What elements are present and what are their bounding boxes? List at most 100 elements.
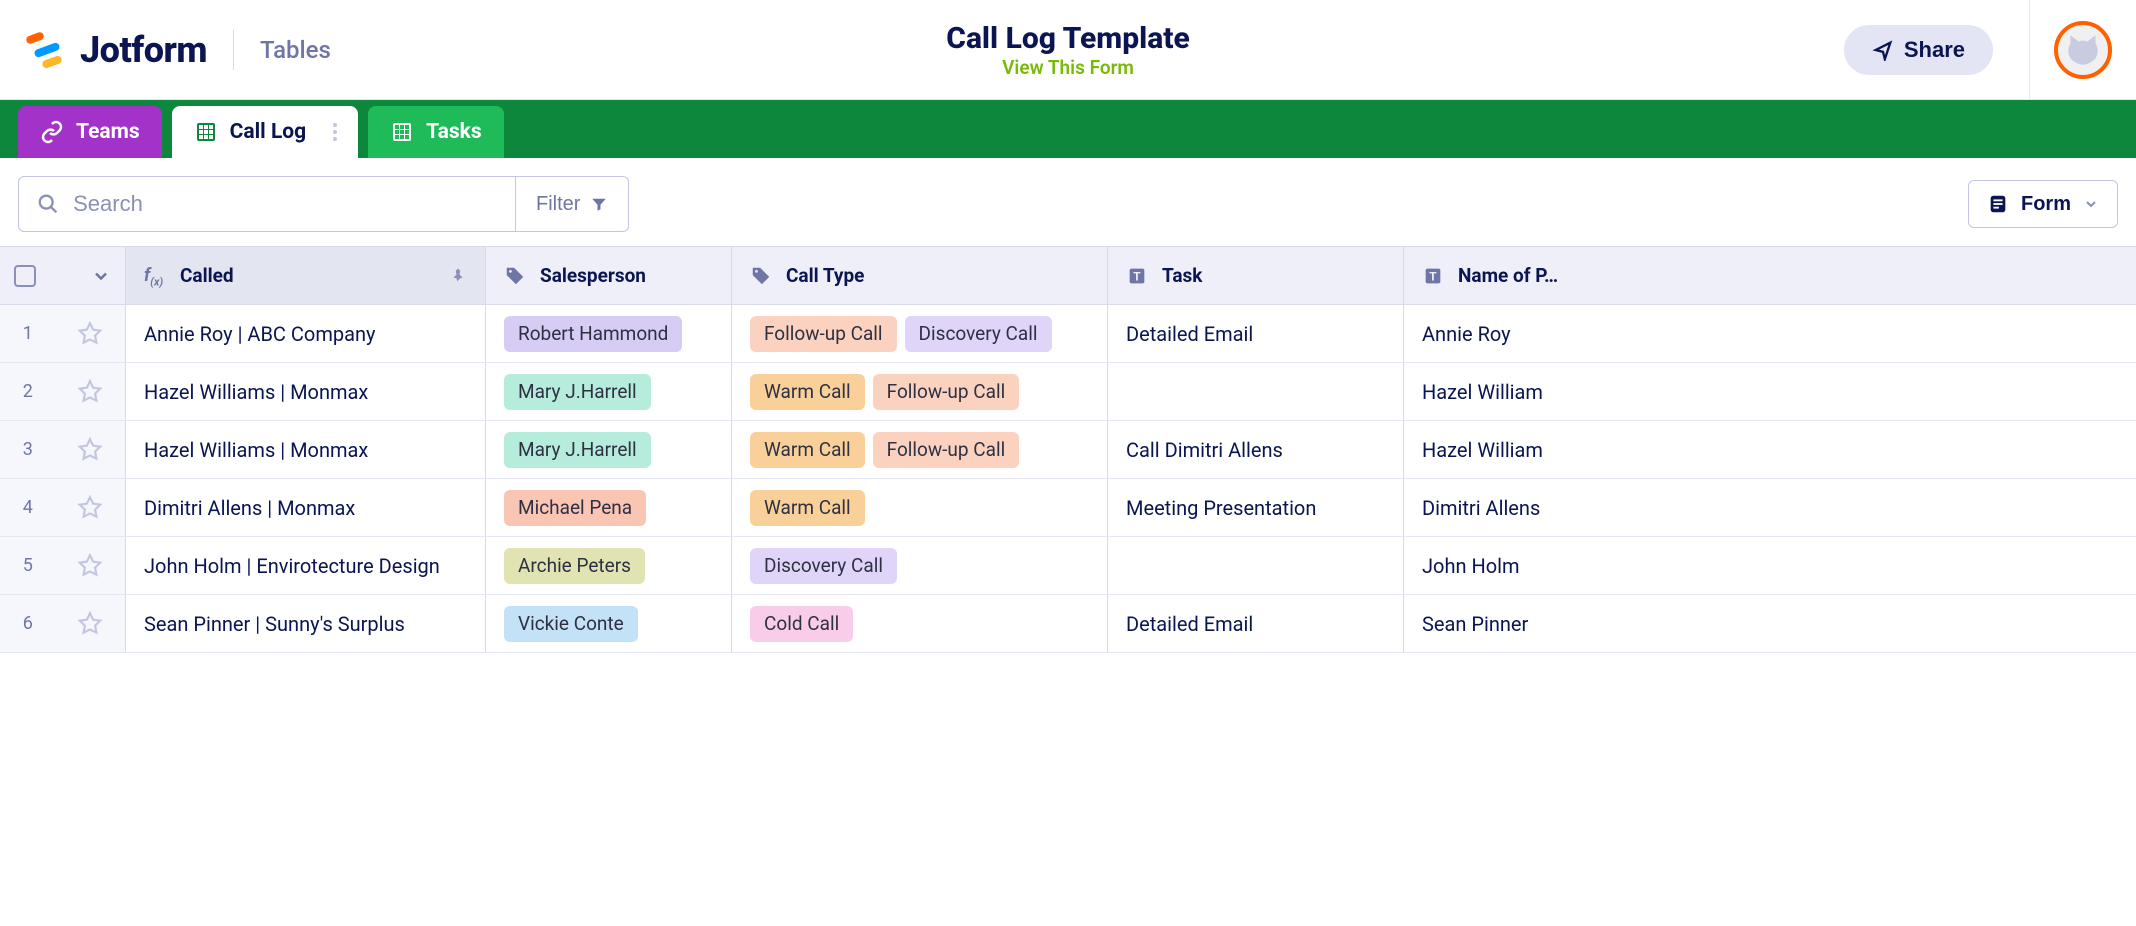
table-row[interactable]: 5 John Holm | Envirotecture DesignArchie … [0, 537, 2136, 595]
table-row[interactable]: 4 Dimitri Allens | MonmaxMichael PenaWarm… [0, 479, 2136, 537]
col-label: Task [1162, 264, 1202, 287]
search-icon [37, 192, 59, 216]
cell-calltype[interactable]: Warm CallFollow-up Call [732, 363, 1108, 420]
cell-called[interactable]: Hazel Williams | Monmax [126, 421, 486, 478]
cell-name[interactable]: John Holm [1404, 537, 1604, 594]
cell-called[interactable]: Sean Pinner | Sunny's Surplus [126, 595, 486, 652]
col-label: Name of P… [1458, 264, 1558, 287]
tabs-bar: Teams Call Log Tasks [0, 100, 2136, 158]
star-button[interactable] [56, 495, 125, 521]
cell-name[interactable]: Dimitri Allens [1404, 479, 1604, 536]
row-gutter: 5 [0, 537, 126, 594]
filter-button[interactable]: Filter [516, 176, 629, 232]
row-gutter: 4 [0, 479, 126, 536]
cell-name[interactable]: Sean Pinner [1404, 595, 1604, 652]
cell-name[interactable]: Hazel William [1404, 363, 1604, 420]
form-icon [1987, 193, 2009, 215]
row-number: 5 [0, 555, 56, 576]
header-vert-divider [2029, 0, 2030, 100]
text-icon: T [1422, 265, 1444, 287]
cell-calltype[interactable]: Warm CallFollow-up Call [732, 421, 1108, 478]
cell-task[interactable]: Detailed Email [1108, 305, 1404, 362]
star-button[interactable] [56, 611, 125, 637]
search-input[interactable] [73, 191, 497, 217]
grid-icon [390, 120, 414, 144]
jotform-icon [24, 28, 68, 72]
tag-icon [504, 265, 526, 287]
section-label[interactable]: Tables [260, 36, 331, 64]
tab-teams-label: Teams [76, 120, 140, 144]
avatar[interactable] [2054, 21, 2112, 79]
row-gutter: 1 [0, 305, 126, 362]
filter-label: Filter [536, 193, 580, 216]
cell-salesperson[interactable]: Mary J.Harrell [486, 363, 732, 420]
data-grid: f(x) Called Salesperson Call Type T Task… [0, 246, 2136, 653]
tab-calllog[interactable]: Call Log [172, 106, 359, 158]
cell-salesperson[interactable]: Michael Pena [486, 479, 732, 536]
cell-name[interactable]: Annie Roy [1404, 305, 1604, 362]
star-button[interactable] [56, 437, 125, 463]
filter-icon [590, 195, 608, 213]
col-label: Called [180, 264, 234, 287]
fx-icon: f(x) [144, 265, 166, 287]
grid-icon [194, 120, 218, 144]
cell-called[interactable]: Annie Roy | ABC Company [126, 305, 486, 362]
col-label: Salesperson [540, 264, 646, 287]
cell-called[interactable]: Hazel Williams | Monmax [126, 363, 486, 420]
table-row[interactable]: 3 Hazel Williams | MonmaxMary J.HarrellWa… [0, 421, 2136, 479]
chevron-down-icon[interactable] [91, 266, 111, 286]
share-button[interactable]: Share [1844, 25, 1993, 75]
brand-logo[interactable]: Jotform [24, 28, 207, 72]
svg-text:T: T [1133, 269, 1141, 283]
form-view-button[interactable]: Form [1968, 180, 2118, 228]
cell-task[interactable]: Detailed Email [1108, 595, 1404, 652]
table-row[interactable]: 1 Annie Roy | ABC CompanyRobert HammondFo… [0, 305, 2136, 363]
tab-menu-button[interactable] [326, 123, 344, 141]
title-block: Call Log Template View This Form [946, 21, 1189, 79]
cell-task[interactable]: Meeting Presentation [1108, 479, 1404, 536]
tab-teams[interactable]: Teams [18, 106, 162, 158]
cell-task[interactable] [1108, 537, 1404, 594]
cell-salesperson[interactable]: Vickie Conte [486, 595, 732, 652]
row-number: 3 [0, 439, 56, 460]
cell-salesperson[interactable]: Archie Peters [486, 537, 732, 594]
pin-icon[interactable] [449, 267, 467, 285]
col-head-salesperson[interactable]: Salesperson [486, 247, 732, 304]
head-select-col [0, 247, 126, 304]
cell-called[interactable]: Dimitri Allens | Monmax [126, 479, 486, 536]
chevron-down-icon [2083, 196, 2099, 212]
col-head-name[interactable]: T Name of P… [1404, 247, 1604, 304]
app-header: Jotform Tables Call Log Template View Th… [0, 0, 2136, 100]
star-button[interactable] [56, 379, 125, 405]
cell-salesperson[interactable]: Mary J.Harrell [486, 421, 732, 478]
cell-salesperson[interactable]: Robert Hammond [486, 305, 732, 362]
cell-task[interactable]: Call Dimitri Allens [1108, 421, 1404, 478]
cell-calltype[interactable]: Warm Call [732, 479, 1108, 536]
row-gutter: 6 [0, 595, 126, 652]
col-head-task[interactable]: T Task [1108, 247, 1404, 304]
select-all-checkbox[interactable] [14, 265, 36, 287]
table-row[interactable]: 6Sean Pinner | Sunny's SurplusVickie Con… [0, 595, 2136, 653]
cell-calltype[interactable]: Follow-up CallDiscovery Call [732, 305, 1108, 362]
header-divider [233, 30, 234, 70]
row-number: 1 [0, 323, 56, 344]
table-row[interactable]: 2 Hazel Williams | MonmaxMary J.HarrellWa… [0, 363, 2136, 421]
view-form-link[interactable]: View This Form [1002, 56, 1134, 79]
brand-name: Jotform [80, 29, 207, 71]
row-gutter: 2 [0, 363, 126, 420]
row-number: 4 [0, 497, 56, 518]
tab-tasks[interactable]: Tasks [368, 106, 504, 158]
star-button[interactable] [56, 553, 125, 579]
cell-task[interactable] [1108, 363, 1404, 420]
star-button[interactable] [56, 321, 125, 347]
page-title: Call Log Template [946, 21, 1189, 56]
row-number: 2 [0, 381, 56, 402]
col-head-calltype[interactable]: Call Type [732, 247, 1108, 304]
cell-calltype[interactable]: Discovery Call [732, 537, 1108, 594]
cell-called[interactable]: John Holm | Envirotecture Design [126, 537, 486, 594]
col-head-called[interactable]: f(x) Called [126, 247, 486, 304]
link-icon [40, 120, 64, 144]
tag-icon [750, 265, 772, 287]
cell-name[interactable]: Hazel William [1404, 421, 1604, 478]
cell-calltype[interactable]: Cold Call [732, 595, 1108, 652]
